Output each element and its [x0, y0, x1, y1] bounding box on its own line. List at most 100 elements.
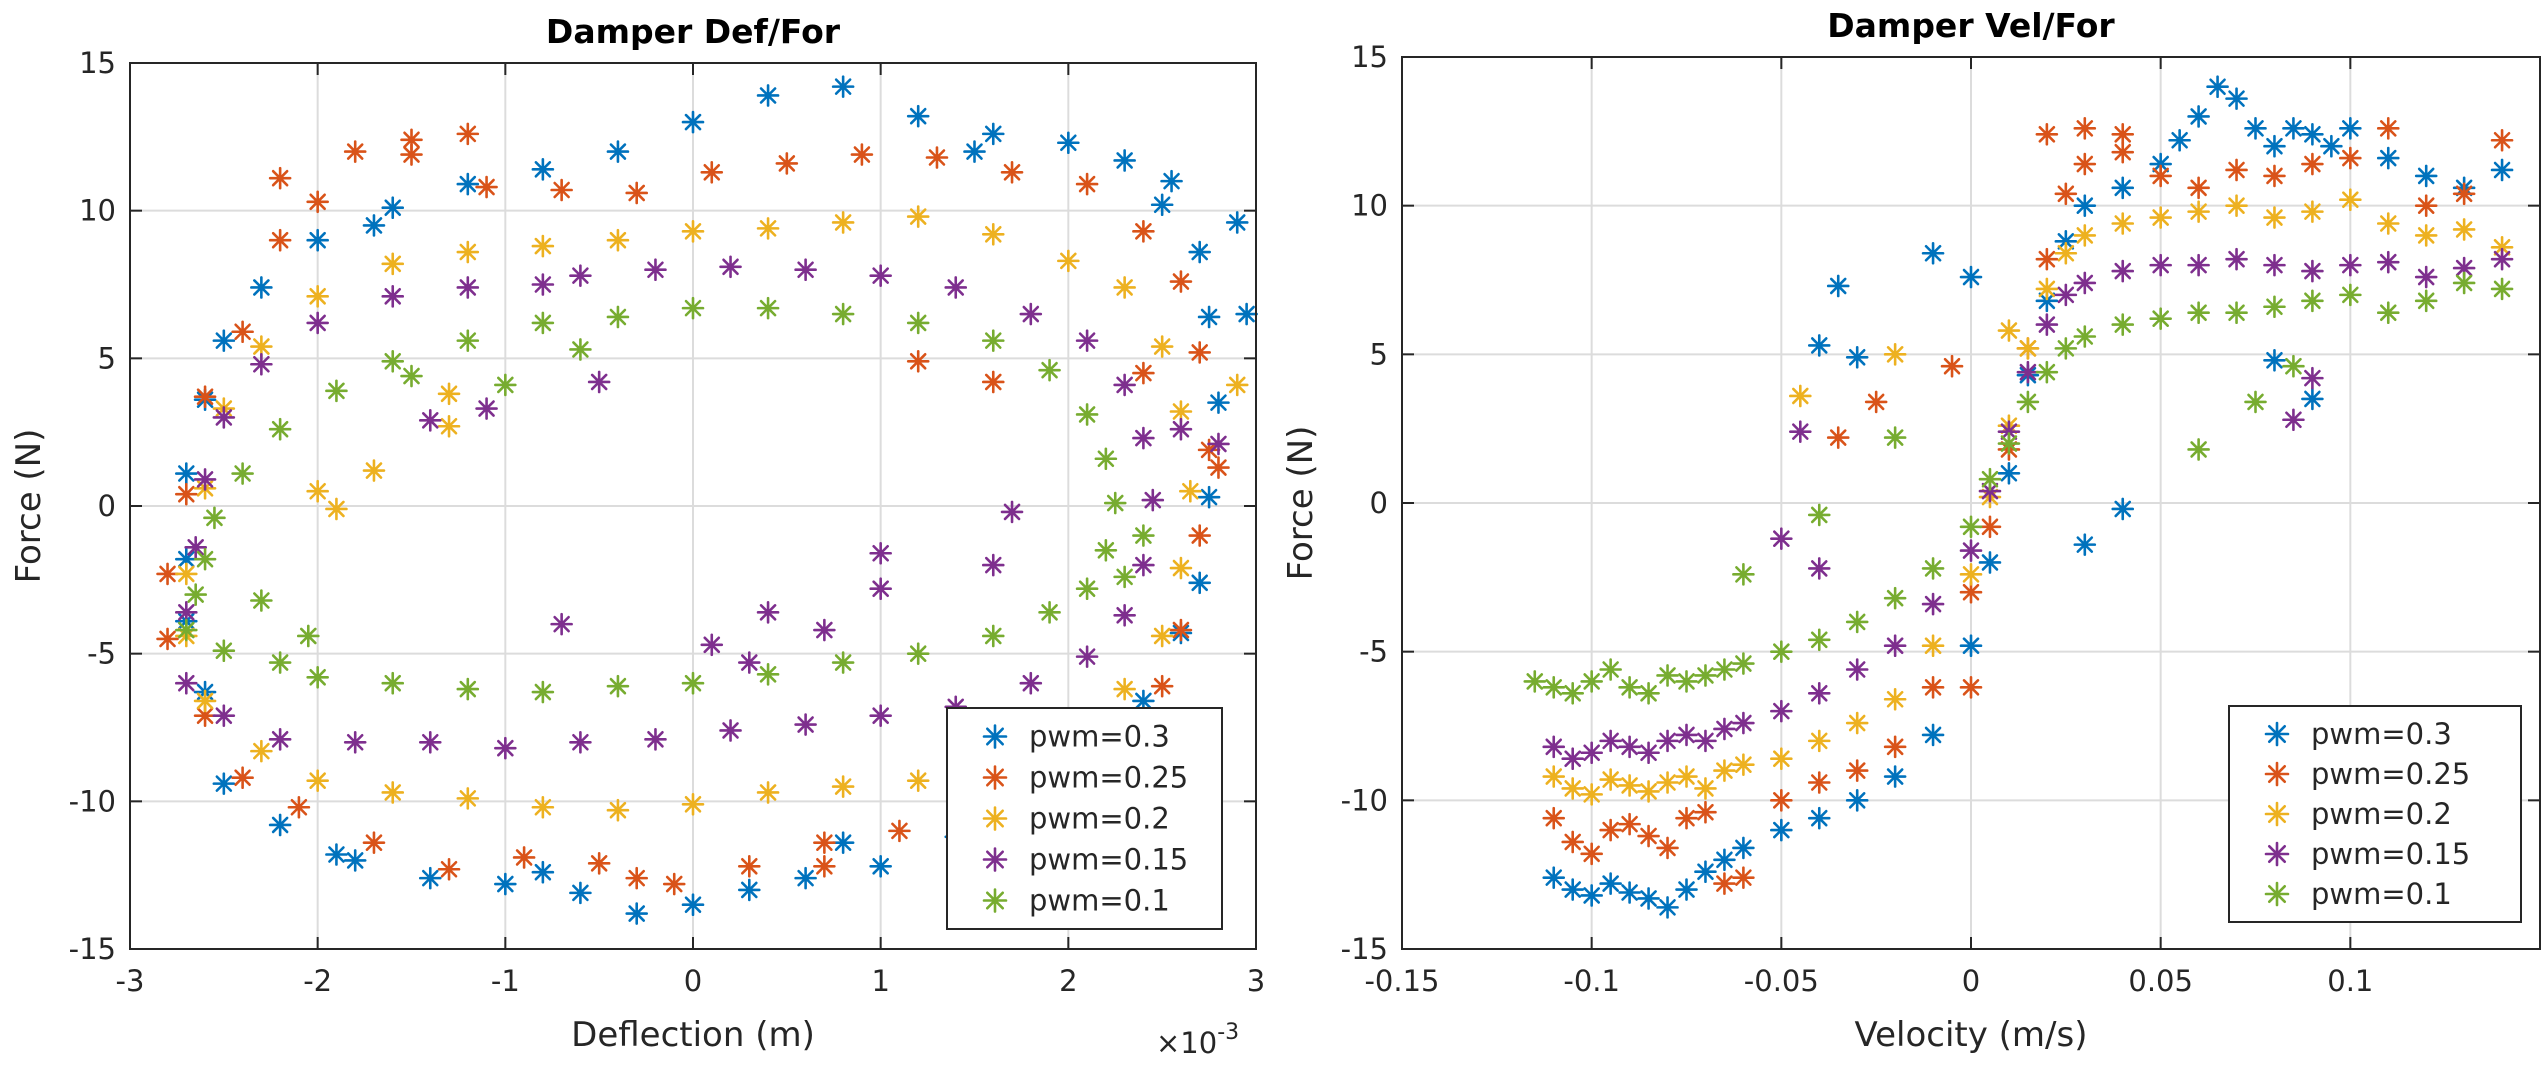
- data-point: [362, 459, 386, 482]
- data-point: [2414, 265, 2438, 289]
- data-point: [1150, 193, 1174, 217]
- data-point: [418, 866, 442, 890]
- data-point: [2320, 134, 2343, 158]
- data-point: [456, 276, 480, 299]
- data-point: [1921, 241, 1945, 265]
- data-point: [250, 335, 273, 358]
- series-pwm-0-15: [1542, 247, 2514, 771]
- data-point: [1656, 896, 1679, 919]
- data-point: [2111, 497, 2135, 521]
- data-point: [1542, 676, 1566, 699]
- data-point: [2054, 182, 2078, 206]
- data-point: [1618, 812, 1641, 836]
- data-point: [456, 787, 480, 810]
- data-point: [550, 612, 573, 636]
- data-point: [2414, 194, 2438, 217]
- data-point: [2301, 200, 2324, 223]
- y-tick-label: 0: [1370, 486, 1388, 520]
- data-point: [775, 152, 799, 175]
- data-point: [531, 311, 555, 335]
- series-pwm-0-15: [175, 255, 1230, 760]
- data-point: [1038, 601, 1061, 624]
- data-point: [1188, 524, 1211, 547]
- data-point: [2111, 313, 2135, 336]
- data-point: [2187, 438, 2210, 461]
- legend-label: pwm=0.1: [2311, 877, 2452, 911]
- data-point: [1599, 872, 1622, 895]
- data-point: [681, 792, 705, 816]
- data-point: [719, 255, 742, 279]
- data-point: [587, 370, 611, 394]
- data-point: [531, 158, 555, 181]
- data-point: [1169, 400, 1193, 423]
- data-point: [906, 642, 930, 665]
- data-point: [1807, 806, 1831, 830]
- data-point: [306, 190, 329, 214]
- data-point: [1807, 503, 1831, 527]
- x-tick-label: 0: [1962, 964, 1980, 998]
- data-point: [1732, 563, 1755, 586]
- data-point: [1732, 836, 1755, 860]
- data-point: [1207, 456, 1230, 479]
- data-point: [700, 160, 724, 184]
- legend-label: pwm=0.3: [2311, 717, 2452, 751]
- y-tick-label: -5: [87, 637, 116, 671]
- data-point: [906, 769, 930, 792]
- data-point: [203, 506, 226, 530]
- data-point: [1713, 848, 1736, 872]
- legend-marker: [2264, 761, 2290, 787]
- data-point: [231, 462, 254, 485]
- data-point: [981, 122, 1005, 146]
- data-point: [606, 228, 630, 252]
- x-tick-label: 0.1: [2327, 964, 2373, 998]
- data-point: [1169, 556, 1193, 580]
- data-point: [1864, 390, 1888, 414]
- data-point: [1580, 842, 1603, 866]
- data-point: [1807, 681, 1831, 705]
- data-point: [1656, 664, 1679, 687]
- data-point: [2149, 307, 2172, 330]
- data-point: [175, 482, 198, 506]
- data-point: [1207, 391, 1230, 414]
- y-tick-label: 15: [1351, 40, 1388, 74]
- data-point: [1542, 866, 1566, 889]
- data-point: [268, 813, 292, 837]
- data-point: [2282, 354, 2305, 378]
- data-point: [2149, 152, 2172, 176]
- data-point: [756, 663, 780, 686]
- legend-marker: [982, 888, 1008, 913]
- data-point: [1150, 335, 1174, 358]
- data-point: [1075, 172, 1099, 196]
- data-point: [1599, 658, 1622, 681]
- data-point: [268, 417, 292, 441]
- data-point: [2263, 206, 2286, 229]
- data-point: [1883, 634, 1907, 658]
- data-point: [184, 583, 207, 606]
- data-point: [1675, 723, 1698, 747]
- data-point: [981, 370, 1005, 394]
- data-point: [569, 338, 592, 361]
- data-point: [1075, 577, 1099, 600]
- data-point: [1113, 373, 1136, 397]
- data-point: [1807, 557, 1831, 580]
- legend-marker: [982, 847, 1008, 872]
- data-point: [1656, 836, 1679, 860]
- data-point: [1713, 872, 1736, 895]
- data-point: [2452, 271, 2476, 295]
- data-point: [1561, 681, 1584, 705]
- data-point: [2452, 256, 2476, 280]
- data-point: [296, 624, 320, 648]
- data-point: [175, 601, 198, 624]
- data-point: [1075, 403, 1099, 426]
- data-point: [475, 397, 498, 420]
- data-point: [550, 178, 573, 202]
- data-point: [831, 75, 855, 98]
- data-point: [400, 364, 423, 388]
- data-point: [1807, 628, 1831, 652]
- data-point: [2035, 313, 2059, 336]
- data-point: [1599, 818, 1622, 842]
- data-point: [1978, 515, 2002, 539]
- data-point: [831, 302, 855, 326]
- data-point: [1845, 711, 1869, 735]
- data-point: [2263, 164, 2286, 188]
